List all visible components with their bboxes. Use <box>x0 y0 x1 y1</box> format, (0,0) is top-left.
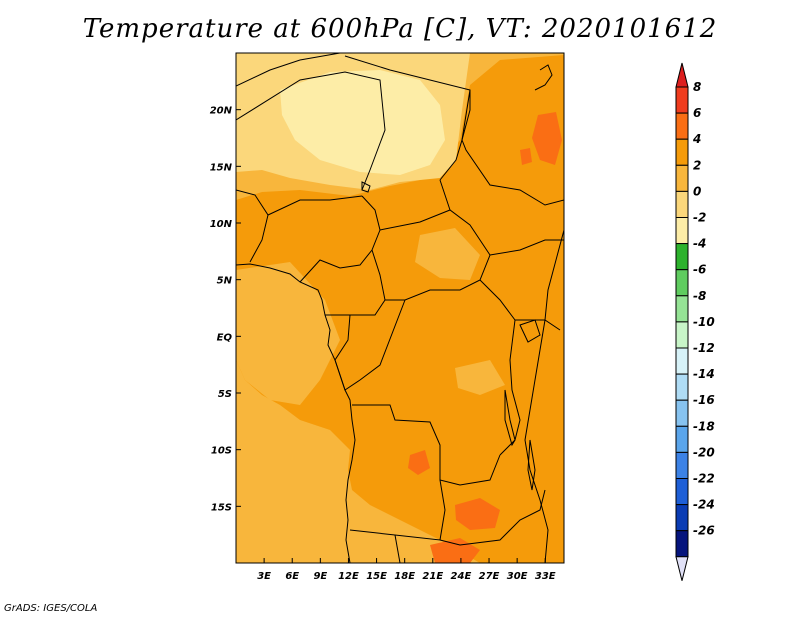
lon-tick-label: 18E <box>394 571 415 582</box>
band-2-to-4-patch-east <box>455 360 505 395</box>
axis-ticks: 3E 6E 9E 12E 15E 18E 21E 24E 27E 30E 33E 20N 15N 10N 5… <box>210 106 556 582</box>
colorbar-label: -2 <box>693 211 706 225</box>
border-congo <box>334 299 406 391</box>
colorbar-swatch <box>675 190 689 218</box>
colorbar-swatch <box>675 399 689 427</box>
colorbar-label: -8 <box>693 289 706 303</box>
lon-tick-label: 27E <box>479 571 500 582</box>
lon-tick-label: 3E <box>257 571 271 582</box>
colorbar-swatch <box>675 347 689 375</box>
colorbar-label: -24 <box>693 498 715 512</box>
lon-tick-label: 30E <box>507 571 528 582</box>
map-frame <box>235 52 565 564</box>
colorbar: 8 6 4 2 0 -2 -4 -6 -8 -10 -12 -14 -16 -18 -20 -22 -24 -26 <box>675 62 715 581</box>
lat-tick-label: 10N <box>210 219 233 230</box>
band-2-to-4-patch-gulf <box>236 262 340 405</box>
border-south-sudan <box>489 239 564 256</box>
colorbar-label: 8 <box>693 80 701 94</box>
grads-credit: GrADS: IGES/COLA <box>4 603 98 614</box>
border-drc-south <box>352 404 501 486</box>
lon-tick-label: 33E <box>535 571 556 582</box>
border-drc-east <box>479 279 521 456</box>
colorbar-label: -12 <box>693 341 715 355</box>
colorbar-swatch <box>675 530 689 558</box>
colorbar-swatch <box>675 451 689 479</box>
border-chad-sudan <box>439 179 451 211</box>
colorbar-top-triangle <box>675 62 689 88</box>
lake-victoria <box>519 319 541 343</box>
lat-tick-label: 15N <box>210 162 233 173</box>
lat-tick-label: 15S <box>211 502 232 513</box>
border-namibia <box>394 534 401 563</box>
colorbar-swatch <box>675 243 689 271</box>
lon-tick-label: 9E <box>313 571 327 582</box>
lat-tick-label: EQ <box>217 332 233 343</box>
border-nigeria <box>299 195 381 283</box>
lat-tick-label: 5N <box>217 276 233 287</box>
colorbar-label: -14 <box>693 367 715 381</box>
band-minus2-to-0 <box>280 70 445 175</box>
colorbar-swatch <box>675 138 689 166</box>
lake-malawi <box>527 439 536 491</box>
lon-tick-label: 12E <box>338 571 359 582</box>
colorbar-label: -18 <box>693 419 715 433</box>
lon-tick-label: 6E <box>285 571 299 582</box>
colorbar-label: 6 <box>693 106 701 120</box>
band-6-to-8-angola <box>408 450 430 475</box>
border-niger-chad <box>344 55 471 181</box>
colorbar-swatch <box>675 478 689 506</box>
border-zambia <box>439 489 546 546</box>
colorbar-label: -26 <box>693 524 715 538</box>
border-libya <box>236 53 341 87</box>
lat-tick-label: 10S <box>211 446 232 457</box>
colorbar-label: 2 <box>693 158 701 172</box>
band-4-to-6 <box>236 55 564 563</box>
lon-tick-label: 15E <box>366 571 387 582</box>
border-cameroon <box>325 249 386 316</box>
lat-tick-label: 5S <box>218 389 232 400</box>
lake-chad <box>361 181 371 193</box>
colorbar-swatch <box>675 164 689 192</box>
colorbar-swatch <box>675 86 689 114</box>
colorbar-swatch <box>675 425 689 453</box>
lon-tick-label: 21E <box>422 571 443 582</box>
lon-tick-label: 24E <box>451 571 472 582</box>
colorbar-label: -20 <box>693 445 715 459</box>
colorbar-label: -10 <box>693 315 715 329</box>
border-tanzania <box>515 319 561 331</box>
chart-title: Temperature at 600hPa [C], VT: 202010161… <box>82 14 718 44</box>
lat-tick-label: 20N <box>210 106 233 117</box>
redsea-coast <box>534 64 553 91</box>
band-6-to-8-ethiopia <box>532 112 562 165</box>
band-6-to-8-sudan <box>520 148 532 165</box>
colorbar-label: -16 <box>693 393 715 407</box>
band-2-to-4-patch-central <box>415 228 480 280</box>
border-westafrica-2 <box>267 195 363 216</box>
colorbar-label: -6 <box>693 263 706 277</box>
border-mali-niger <box>236 71 386 191</box>
colorbar-label: 0 <box>693 184 701 198</box>
colorbar-label: -22 <box>693 472 715 486</box>
colorbar-swatch <box>675 217 689 245</box>
colorbar-swatch <box>675 321 689 349</box>
band-2-to-4-patch-sw <box>236 430 340 563</box>
country-borders <box>236 53 564 563</box>
colorbar-swatch <box>675 112 689 140</box>
colorbar-swatch <box>675 269 689 297</box>
border-sudan <box>461 90 564 206</box>
colorbar-swatch <box>675 504 689 532</box>
border-car <box>379 209 491 301</box>
colorbar-label: -4 <box>693 237 706 251</box>
colorbar-bottom-triangle <box>675 556 689 581</box>
lake-tanganyika <box>504 389 516 447</box>
colorbar-label: 4 <box>692 132 701 146</box>
colorbar-swatch <box>675 295 689 323</box>
colorbar-swatch <box>675 373 689 401</box>
temperature-field <box>236 53 564 563</box>
band-6-to-8-zambia <box>455 498 500 530</box>
